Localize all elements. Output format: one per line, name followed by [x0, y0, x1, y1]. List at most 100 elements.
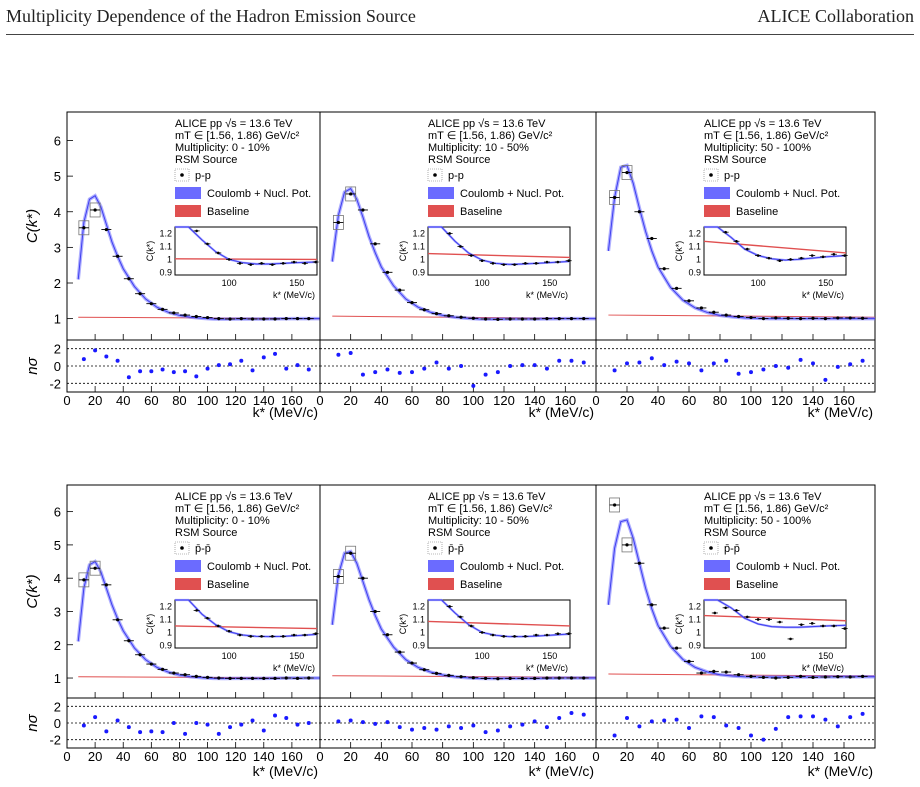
x-tick-label: 120: [493, 393, 515, 408]
data-point: [284, 317, 288, 321]
data-point: [138, 292, 142, 296]
residual-point: [81, 723, 86, 728]
inset-y-axis-label: C(k*): [398, 614, 408, 635]
residual-point: [115, 358, 120, 363]
data-point: [662, 626, 666, 630]
inset-data-point: [448, 232, 451, 235]
legend-data-symbol: [427, 541, 443, 555]
inset-data-point: [260, 635, 263, 638]
annotation-line: ALICE pp √s = 13.6 TeV: [704, 491, 822, 503]
residual-point: [459, 726, 464, 730]
inset-data-point: [524, 262, 527, 265]
residual-point: [811, 361, 815, 366]
data-point: [194, 314, 198, 319]
x-tick-label: 160: [554, 393, 576, 408]
residual-point: [104, 354, 109, 359]
data-point: [496, 317, 500, 321]
residual-point: [138, 730, 143, 735]
residual-point: [385, 367, 390, 372]
inset-x-axis-label: k* (MeV/c): [526, 290, 568, 300]
residual-point: [373, 721, 378, 726]
residual-y-axis-label: nσ: [24, 356, 41, 374]
inset-y-axis-label: C(k*): [398, 241, 408, 262]
residual-point: [798, 357, 803, 362]
inset-baseline: [427, 620, 571, 627]
inset-data-point: [713, 611, 717, 615]
data-point: [307, 676, 311, 680]
annotation-line: Multiplicity: 10 - 50%: [428, 515, 529, 527]
residual-point: [336, 352, 341, 357]
legend-label: p̄-p̄: [448, 543, 464, 555]
data-point: [228, 676, 232, 680]
residual-point: [724, 358, 729, 363]
inset-data-point: [491, 633, 495, 637]
inset-x-axis-label: k* (MeV/c): [802, 290, 844, 300]
x-tick-label: 40: [374, 393, 388, 408]
residual-point: [581, 360, 586, 365]
inset-x-tick-label: 100: [222, 651, 237, 661]
inset-data-point: [832, 252, 836, 256]
residual-point: [749, 370, 753, 375]
data-point: [545, 676, 549, 680]
legend-label: p̄-p̄: [724, 543, 740, 555]
x-tick-label: 20: [343, 393, 357, 408]
residual-point: [761, 367, 766, 372]
y-tick-label: 2: [54, 638, 61, 653]
inset-y-tick-label: 1: [420, 254, 425, 264]
annotation-line: RSM Source: [428, 154, 490, 166]
inset-data-point: [545, 260, 549, 264]
data-point: [447, 673, 451, 677]
legend-label: Coulomb + Nucl. Pot.: [207, 188, 311, 200]
legend-swatch: [704, 205, 730, 217]
inset-x-tick-label: 100: [751, 651, 766, 661]
data-point: [336, 574, 340, 579]
inset-fit-curve: [704, 226, 847, 261]
inset-baseline: [703, 614, 847, 622]
inset-data-point: [238, 262, 242, 265]
data-point: [172, 671, 176, 675]
inset-data-point: [292, 633, 296, 637]
residual-point: [171, 721, 176, 725]
y-tick-label: 5: [54, 538, 61, 553]
annotation-line: Multiplicity: 10 - 50%: [428, 142, 529, 154]
data-point: [749, 674, 753, 678]
inset-data-point: [260, 262, 263, 265]
inset-data-point: [227, 629, 231, 633]
data-point: [761, 317, 766, 321]
x-axis-label: k* (MeV/c): [529, 763, 594, 779]
inset-y-tick-label: 0.9: [412, 640, 425, 650]
data-point: [295, 676, 300, 680]
inset-x-axis-label: k* (MeV/c): [273, 663, 315, 673]
data-point: [533, 317, 537, 321]
legend-data-marker: [709, 173, 713, 177]
residual-point: [348, 718, 353, 723]
data-point: [138, 653, 142, 657]
data-point: [217, 676, 221, 680]
data-point: [205, 675, 210, 679]
inset-y-tick-label: 1.2: [688, 601, 701, 611]
inset-baseline: [427, 252, 571, 259]
residual-point: [557, 358, 562, 363]
inset-plot: 0.9 1 1.1 1.2 100 150 k* (MeV/c) C(k*): [145, 598, 319, 673]
y-tick-label: 3: [54, 604, 61, 619]
residual-point: [532, 719, 537, 724]
x-tick-label: 20: [620, 393, 634, 408]
annotation-line: Multiplicity: 0 - 10%: [175, 515, 270, 527]
x-tick-label: 120: [225, 393, 247, 408]
inset-data-point: [810, 254, 814, 257]
x-tick-label: 100: [197, 393, 219, 408]
data-point: [569, 676, 574, 680]
collaboration-name: ALICE Collaboration: [757, 6, 914, 26]
residual-y-tick-label: 2: [54, 342, 61, 357]
data-point: [637, 561, 642, 565]
inset-data-point: [448, 605, 451, 608]
residual-point: [662, 363, 667, 368]
residual-point: [239, 722, 244, 727]
residual-point: [508, 364, 513, 368]
residual-point: [544, 725, 549, 730]
data-point: [434, 312, 439, 316]
inset-data-point: [724, 606, 727, 610]
x-tick-label: 80: [435, 749, 449, 764]
inset-data-point: [216, 251, 220, 255]
